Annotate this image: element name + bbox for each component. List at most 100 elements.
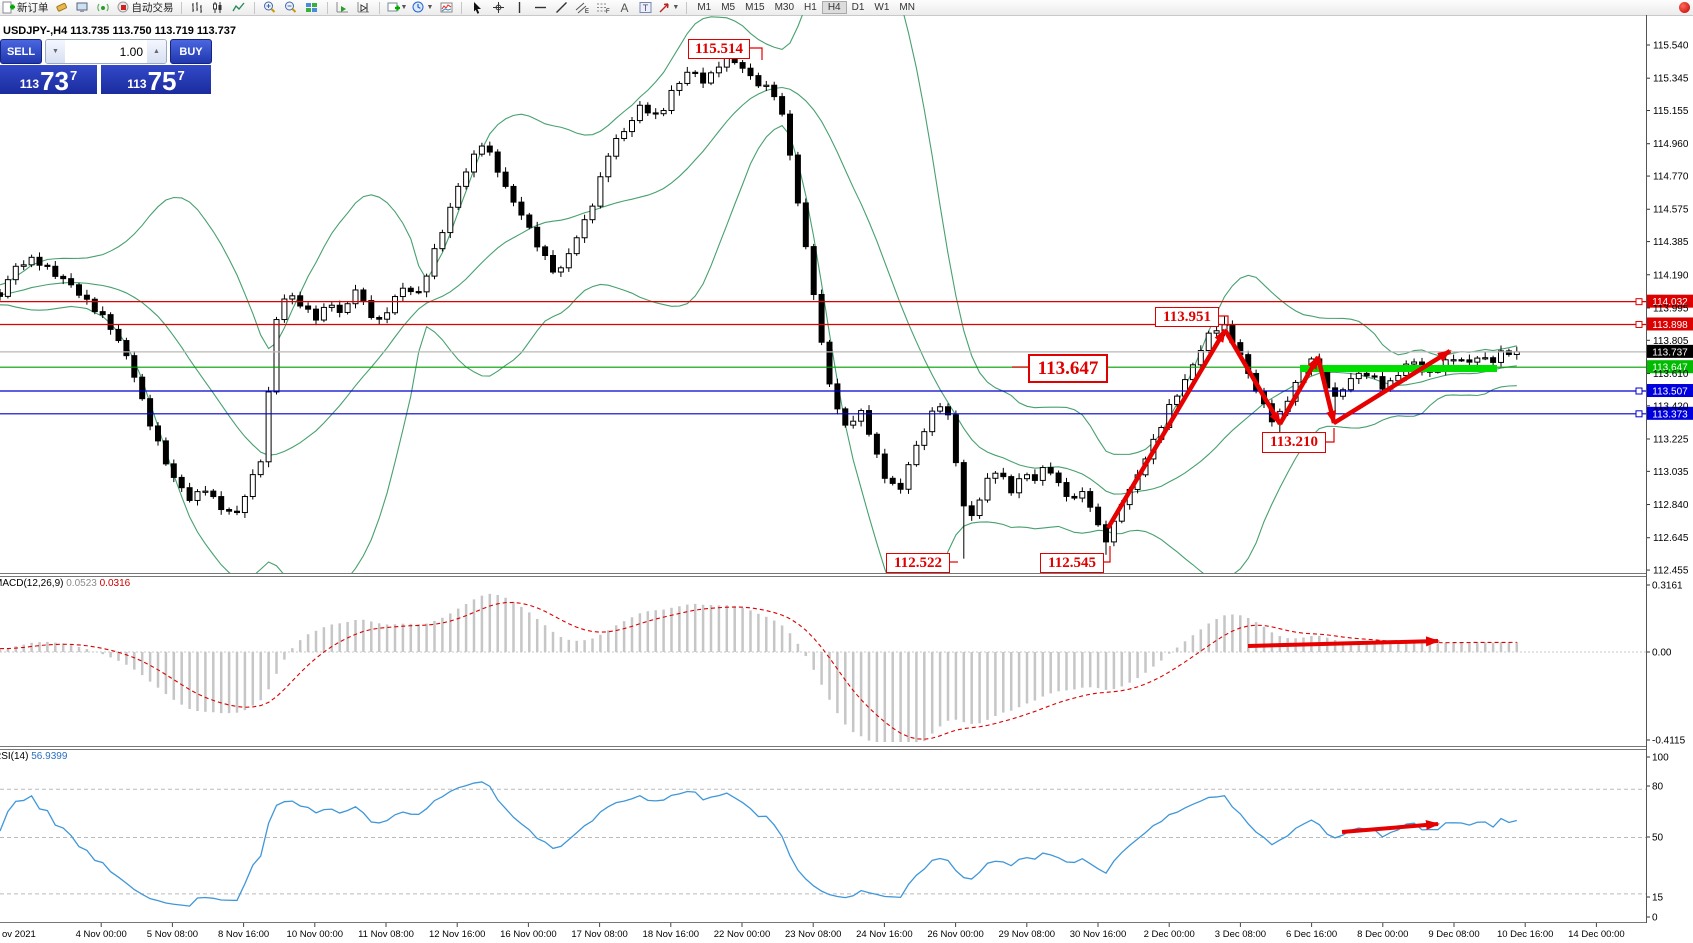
svg-text:6 Dec 16:00: 6 Dec 16:00 [1286,929,1337,940]
text-label-tool-button[interactable]: T [635,1,655,15]
svg-text:114.190: 114.190 [1653,270,1689,281]
cursor-tool-button[interactable] [467,1,487,15]
status-icon[interactable] [1679,2,1690,13]
autotrading-button[interactable]: 自动交易 [115,1,176,15]
svg-text:12 Nov 16:00: 12 Nov 16:00 [429,929,486,940]
price-annotation[interactable]: 112.522 [886,553,950,573]
svg-text:-0.4115: -0.4115 [1652,736,1686,747]
svg-text:E: E [585,9,589,14]
fibonacci-tool-button[interactable]: F [593,1,613,15]
svg-text:ov 2021: ov 2021 [2,929,36,940]
timeframe-MN[interactable]: MN [899,2,915,13]
svg-text:10 Dec 16:00: 10 Dec 16:00 [1497,929,1554,940]
svg-text:T: T [643,3,649,13]
svg-text:115.345: 115.345 [1653,74,1689,85]
svg-text:114.770: 114.770 [1653,172,1689,183]
buy-price[interactable]: 113 75 7 [101,65,211,94]
timeframe-M1[interactable]: M1 [697,2,712,13]
price-annotation[interactable]: 115.514 [688,39,750,59]
zoom-out-button[interactable] [281,1,301,15]
svg-text:100: 100 [1652,753,1669,764]
volume-input[interactable] [65,40,147,63]
timeframe-D1[interactable]: D1 [851,2,865,13]
svg-text:16 Nov 00:00: 16 Nov 00:00 [500,929,557,940]
svg-text:113.225: 113.225 [1653,435,1689,446]
svg-text:17 Nov 08:00: 17 Nov 08:00 [571,929,628,940]
periods-button[interactable]: ▼ [410,1,435,15]
svg-text:0.00: 0.00 [1652,648,1672,659]
signals-icon[interactable] [94,1,114,15]
timeframe-M5[interactable]: M5 [721,2,736,13]
svg-text:18 Nov 16:00: 18 Nov 16:00 [643,929,700,940]
volume-down-button[interactable]: ▼ [46,40,65,63]
styler-icon[interactable] [52,1,72,15]
svg-text:113.898: 113.898 [1652,320,1688,331]
svg-text:15: 15 [1652,893,1664,904]
svg-text:8 Dec 00:00: 8 Dec 00:00 [1357,929,1408,940]
experts-icon[interactable] [73,1,93,15]
bar-chart-button[interactable] [187,1,207,15]
svg-text:2 Dec 00:00: 2 Dec 00:00 [1144,929,1195,940]
svg-text:114.575: 114.575 [1653,205,1689,216]
timeframe-H1[interactable]: H1 [804,2,817,13]
svg-text:10 Nov 00:00: 10 Nov 00:00 [287,929,344,940]
horizontal-line-tool-button[interactable] [530,1,550,15]
panel-divider [0,922,1646,923]
auto-scroll-button[interactable] [333,1,353,15]
toolbar: 新订单 自动交易 [0,0,1693,16]
svg-text:114.385: 114.385 [1653,237,1689,248]
svg-text:112.455: 112.455 [1653,566,1689,577]
timeframe-M30[interactable]: M30 [774,2,795,13]
svg-text:24 Nov 16:00: 24 Nov 16:00 [856,929,913,940]
candlestick-chart-button[interactable] [208,1,228,15]
buy-button[interactable]: BUY [170,39,212,64]
toolbar-separator [378,1,380,14]
new-order-button[interactable]: 新订单 [0,1,51,15]
toolbar-separator [180,1,182,14]
timeframe-W1[interactable]: W1 [874,2,890,13]
rsi-label: RSI(14) 56.9399 [0,751,68,762]
timeframe-group: M1 M5 M15 M30 H1 H4 D1 W1 MN [692,1,920,14]
price-annotation[interactable]: 113.210 [1262,432,1326,453]
zoom-in-button[interactable] [260,1,280,15]
price-annotation[interactable]: 113.647 [1028,354,1108,383]
trendline-tool-button[interactable] [551,1,571,15]
panel-divider[interactable] [0,746,1646,747]
crosshair-tool-button[interactable] [488,1,508,15]
sell-button[interactable]: SELL [0,39,42,64]
svg-text:113.035: 113.035 [1653,467,1689,478]
line-chart-button[interactable] [229,1,249,15]
arrow-tools-button[interactable]: ▼ [656,1,681,15]
svg-text:5 Nov 08:00: 5 Nov 08:00 [147,929,198,940]
tile-windows-button[interactable] [302,1,322,15]
toolbar-separator [686,1,688,14]
templates-button[interactable] [436,1,456,15]
chart-shift-button[interactable] [354,1,374,15]
indicators-button[interactable]: ▼ [385,1,410,15]
svg-text:50: 50 [1652,833,1664,844]
vertical-line-tool-button[interactable] [509,1,529,15]
timeframe-H4[interactable]: H4 [821,1,847,14]
text-tool-button[interactable]: A [614,1,634,15]
svg-text:14 Dec 00:00: 14 Dec 00:00 [1568,929,1625,940]
channel-tool-button[interactable]: E [572,1,592,15]
volume-up-button[interactable]: ▲ [147,40,166,63]
svg-text:113.647: 113.647 [1652,363,1688,374]
toolbar-separator [326,1,328,14]
price-annotation[interactable]: 113.951 [1155,307,1219,327]
new-order-label: 新订单 [17,2,49,14]
svg-text:A: A [620,1,628,14]
autotrading-label: 自动交易 [131,2,174,14]
svg-text:22 Nov 00:00: 22 Nov 00:00 [714,929,771,940]
svg-text:26 Nov 00:00: 26 Nov 00:00 [927,929,984,940]
svg-text:112.645: 112.645 [1653,533,1689,544]
timeframe-M15[interactable]: M15 [745,2,765,13]
svg-text:114.032: 114.032 [1652,297,1688,308]
sell-price[interactable]: 113 73 7 [0,65,97,94]
price-annotation[interactable]: 112.545 [1040,553,1104,573]
panel-divider[interactable] [0,573,1646,574]
toolbar-separator [253,1,255,14]
svg-text:8 Nov 16:00: 8 Nov 16:00 [218,929,269,940]
